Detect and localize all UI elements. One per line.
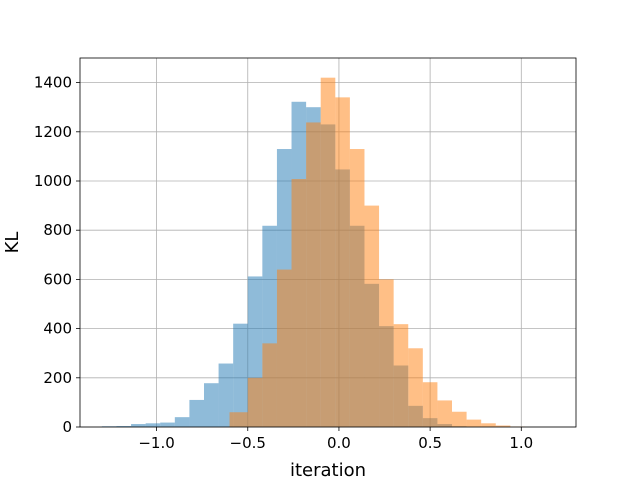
x-axis-label: iteration xyxy=(290,460,366,480)
histogram-bar-series-1 xyxy=(233,323,248,427)
histogram-bar-series-1 xyxy=(160,422,175,427)
histogram-bar-series-2 xyxy=(495,425,511,427)
x-tick-label: −0.5 xyxy=(230,434,266,452)
y-axis-label: KL xyxy=(2,232,23,254)
histogram-bar-series-1 xyxy=(204,383,219,427)
histogram-bar-series-2 xyxy=(422,382,438,427)
histogram-bar-series-2 xyxy=(466,419,482,427)
y-tick-label: 400 xyxy=(43,320,72,338)
histogram-bar-series-1 xyxy=(218,363,234,427)
x-tick-label: 0.0 xyxy=(327,434,351,452)
histogram-bar-series-2 xyxy=(229,412,248,427)
axis-ticks: −1.0 −0.5 0.0 0.5 1.0 0 200 400 600 800 1000 1200 14… xyxy=(34,74,533,452)
histogram-bar-series-2 xyxy=(349,149,365,427)
histogram-bar-series-2 xyxy=(379,279,394,427)
histogram-bar-series-1 xyxy=(116,426,132,427)
histogram-bar-series-2 xyxy=(276,269,292,427)
y-tick-label: 800 xyxy=(43,221,72,239)
histogram-bar-series-2 xyxy=(306,122,321,428)
y-tick-label: 0 xyxy=(62,418,72,436)
x-tick-label: 0.5 xyxy=(418,434,442,452)
y-tick-label: 200 xyxy=(43,369,72,387)
histogram-bar-series-2 xyxy=(247,377,263,427)
histogram-bars xyxy=(101,77,525,428)
histogram-bar-series-2 xyxy=(393,324,409,427)
y-tick-label: 1400 xyxy=(34,74,72,92)
histogram-bar-series-1 xyxy=(131,424,146,427)
y-tick-label: 1000 xyxy=(34,172,72,190)
histogram-bar-series-2 xyxy=(320,77,336,428)
histogram-bar-series-2 xyxy=(262,343,277,427)
histogram-bar-series-2 xyxy=(408,348,423,427)
histogram-bar-series-2 xyxy=(437,400,452,427)
y-tick-label: 600 xyxy=(43,270,72,288)
histogram-bar-series-1 xyxy=(189,399,204,427)
histogram-bar-series-2 xyxy=(364,205,380,427)
histogram-bar-series-2 xyxy=(335,97,350,428)
histogram-bar-series-2 xyxy=(452,411,467,427)
histogram-bar-series-2 xyxy=(481,423,496,427)
histogram-bar-series-2 xyxy=(291,179,307,427)
histogram-bar-series-1 xyxy=(145,423,161,427)
x-tick-label: −1.0 xyxy=(138,434,174,452)
histogram-bar-series-1 xyxy=(174,417,190,427)
plot-frame xyxy=(79,57,577,428)
y-tick-label: 1200 xyxy=(34,123,72,141)
x-tick-label: 1.0 xyxy=(509,434,533,452)
